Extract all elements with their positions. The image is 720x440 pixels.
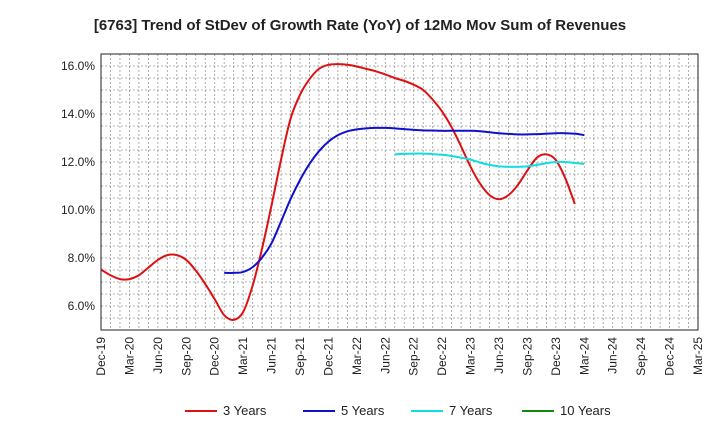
x-tick-label: Sep-21 [293,337,307,376]
x-tick-label: Jun-22 [378,337,392,374]
y-tick-label: 10.0% [61,203,95,217]
x-tick-label: Dec-21 [321,337,335,376]
x-tick-label: Dec-23 [549,337,563,376]
x-tick-label: Mar-24 [577,337,591,375]
x-tick-label: Mar-23 [464,337,478,375]
x-tick-label: Sep-24 [634,337,648,376]
x-tick-label: Jun-21 [265,337,279,374]
x-tick-label: Mar-25 [691,337,705,375]
legend-label-5-years: 5 Years [341,403,385,418]
grid [100,53,699,330]
x-tick-label: Sep-22 [407,337,421,376]
series-line-3-years [100,63,576,322]
y-tick-label: 6.0% [68,299,96,313]
x-tick-label: Sep-20 [179,337,193,376]
x-tick-label: Sep-23 [520,337,534,376]
x-tick-label: Dec-20 [208,337,222,376]
x-tick-label: Mar-21 [236,337,250,375]
x-tick-label: Jun-23 [492,337,506,374]
x-tick-label: Jun-24 [606,337,620,374]
series-layer [100,63,585,322]
x-tick-label: Mar-20 [122,337,136,375]
legend-label-3-years: 3 Years [223,403,267,418]
x-tick-label: Dec-24 [663,337,677,376]
x-tick-label: Dec-22 [435,337,449,376]
legend-label-10-years: 10 Years [560,403,611,418]
y-tick-label: 14.0% [61,107,95,121]
x-tick-label: Mar-22 [350,337,364,375]
y-tick-label: 12.0% [61,155,95,169]
series-line-5-years [224,126,585,274]
legend: 3 Years 5 Years 7 Years 10 Years [185,403,611,418]
axes: 6.0% 8.0% 10.0% 12.0% 14.0% 16.0% Dec-19 Mar-20… [61,59,705,376]
y-tick-label: 16.0% [61,59,95,73]
y-tick-label: 8.0% [68,251,96,265]
legend-label-7-years: 7 Years [449,403,493,418]
plot-frame [100,53,699,331]
x-tick-label: Jun-20 [151,337,165,374]
x-tick-label: Dec-19 [94,337,108,376]
chart-title: [6763] Trend of StDev of Growth Rate (Yo… [94,17,626,34]
series-line-7-years [394,152,585,168]
